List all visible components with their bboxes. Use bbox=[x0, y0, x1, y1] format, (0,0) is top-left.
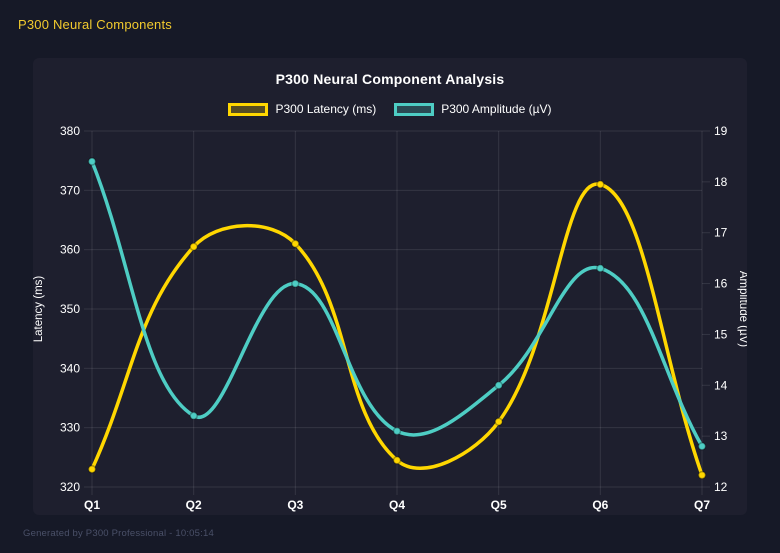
footer-status: Generated by P300 Professional - 10:05:1… bbox=[23, 528, 214, 539]
legend-swatch-amplitude bbox=[394, 102, 435, 116]
data-point[interactable] bbox=[697, 442, 707, 451]
x-axis-tick-label: Q6 bbox=[592, 498, 608, 512]
chart-plot-area: 320 330 340 350 360 370 380 12 13 14 15 16 17 18 19 Q1 Q… bbox=[33, 124, 747, 512]
data-point[interactable] bbox=[596, 264, 605, 273]
data-point[interactable] bbox=[392, 456, 402, 465]
data-point[interactable] bbox=[494, 381, 503, 390]
data-point[interactable] bbox=[596, 180, 605, 189]
data-point[interactable] bbox=[697, 470, 707, 480]
legend-swatch-latency bbox=[228, 102, 269, 116]
legend-label-amplitude: P300 Amplitude (µV) bbox=[441, 102, 552, 116]
legend-item-latency[interactable]: P300 Latency (ms) bbox=[228, 102, 376, 116]
y-axis-right-tick-label: 16 bbox=[714, 277, 728, 291]
data-point[interactable] bbox=[87, 157, 97, 166]
data-point[interactable] bbox=[189, 242, 198, 251]
y-axis-left-title: Latency (ms) bbox=[33, 276, 45, 343]
y-axis-left-tick-label: 330 bbox=[60, 421, 80, 435]
x-axis-tick-label: Q7 bbox=[694, 498, 710, 512]
y-axis-right-tick-label: 19 bbox=[714, 124, 728, 138]
data-point[interactable] bbox=[291, 239, 300, 248]
y-axis-right-tick-label: 17 bbox=[714, 226, 728, 240]
chart-card: P300 Neural Component Analysis P300 Late… bbox=[33, 58, 747, 515]
legend-label-latency: P300 Latency (ms) bbox=[275, 102, 377, 116]
chart-legend: P300 Latency (ms) P300 Amplitude (µV) bbox=[33, 102, 747, 116]
x-axis-tick-label: Q2 bbox=[186, 498, 202, 512]
data-point[interactable] bbox=[494, 417, 503, 426]
chart-title: P300 Neural Component Analysis bbox=[275, 71, 505, 87]
legend-item-amplitude[interactable]: P300 Amplitude (µV) bbox=[394, 102, 552, 116]
y-axis-right-tick-label: 14 bbox=[714, 378, 728, 392]
y-axis-left-tick-label: 360 bbox=[60, 243, 80, 257]
y-axis-left-tick-label: 320 bbox=[60, 480, 80, 494]
data-point[interactable] bbox=[189, 411, 198, 421]
y-axis-right-title: Amplitude (µV) bbox=[737, 271, 747, 347]
page-title: P300 Neural Components bbox=[18, 17, 172, 32]
y-axis-left-tick-label: 340 bbox=[60, 361, 80, 375]
x-axis-tick-label: Q3 bbox=[287, 498, 303, 512]
x-axis-tick-label: Q5 bbox=[491, 498, 507, 512]
x-axis-tick-label: Q1 bbox=[84, 498, 100, 512]
y-axis-right-tick-label: 15 bbox=[714, 327, 728, 341]
data-point[interactable] bbox=[87, 464, 97, 474]
y-axis-left-tick-label: 380 bbox=[60, 124, 80, 138]
data-point[interactable] bbox=[392, 426, 402, 436]
x-axis-tick-label: Q4 bbox=[389, 498, 405, 512]
data-point[interactable] bbox=[291, 279, 300, 288]
y-axis-right-tick-label: 18 bbox=[714, 175, 728, 189]
y-axis-left-tick-label: 350 bbox=[60, 302, 80, 316]
y-axis-left-tick-label: 370 bbox=[60, 183, 80, 197]
y-axis-right-tick-label: 12 bbox=[714, 480, 728, 494]
y-axis-right-tick-label: 13 bbox=[714, 429, 728, 443]
